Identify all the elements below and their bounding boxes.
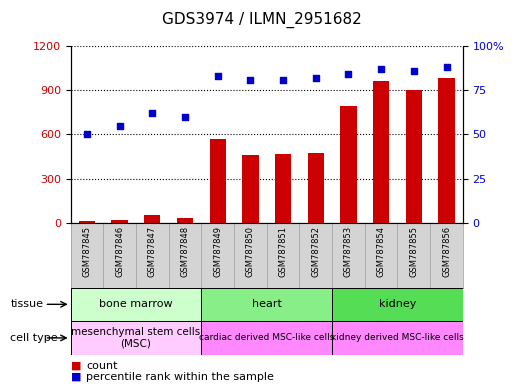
Text: GSM787848: GSM787848 bbox=[180, 226, 189, 277]
Bar bbox=[430, 223, 463, 288]
Bar bbox=[340, 106, 357, 223]
Bar bbox=[332, 223, 365, 288]
Bar bbox=[308, 153, 324, 223]
Text: ■: ■ bbox=[71, 361, 81, 371]
Text: heart: heart bbox=[252, 299, 282, 310]
Text: cardiac derived MSC-like cells: cardiac derived MSC-like cells bbox=[199, 333, 334, 343]
Text: GSM787856: GSM787856 bbox=[442, 226, 451, 277]
Point bbox=[116, 122, 124, 129]
Bar bbox=[373, 81, 389, 223]
Text: kidney derived MSC-like cells: kidney derived MSC-like cells bbox=[331, 333, 464, 343]
Bar bbox=[438, 78, 454, 223]
Point bbox=[181, 114, 189, 120]
Bar bbox=[201, 223, 234, 288]
Text: mesenchymal stem cells
(MSC): mesenchymal stem cells (MSC) bbox=[71, 327, 201, 349]
Point bbox=[442, 64, 451, 70]
Point bbox=[279, 76, 287, 83]
Point bbox=[410, 68, 418, 74]
Text: GSM787849: GSM787849 bbox=[213, 226, 222, 277]
Bar bbox=[201, 288, 332, 321]
Point bbox=[377, 66, 385, 72]
Bar bbox=[111, 220, 128, 223]
Point bbox=[312, 75, 320, 81]
Bar bbox=[365, 223, 397, 288]
Bar bbox=[136, 223, 168, 288]
Point bbox=[344, 71, 353, 78]
Text: ■: ■ bbox=[71, 372, 81, 382]
Bar bbox=[177, 218, 193, 223]
Bar bbox=[144, 215, 161, 223]
Bar bbox=[201, 321, 332, 355]
Bar bbox=[275, 154, 291, 223]
Bar bbox=[168, 223, 201, 288]
Text: bone marrow: bone marrow bbox=[99, 299, 173, 310]
Text: GSM787850: GSM787850 bbox=[246, 226, 255, 277]
Bar bbox=[299, 223, 332, 288]
Text: GSM787845: GSM787845 bbox=[83, 226, 92, 277]
Bar bbox=[104, 223, 136, 288]
Text: count: count bbox=[86, 361, 118, 371]
Text: GDS3974 / ILMN_2951682: GDS3974 / ILMN_2951682 bbox=[162, 12, 361, 28]
Bar bbox=[242, 155, 258, 223]
Text: tissue: tissue bbox=[10, 299, 43, 310]
Point bbox=[83, 131, 91, 137]
Text: GSM787855: GSM787855 bbox=[410, 226, 418, 277]
Bar bbox=[210, 139, 226, 223]
Text: GSM787847: GSM787847 bbox=[148, 226, 157, 277]
Bar bbox=[234, 223, 267, 288]
Bar bbox=[71, 288, 201, 321]
Text: kidney: kidney bbox=[379, 299, 416, 310]
Text: GSM787851: GSM787851 bbox=[279, 226, 288, 277]
Text: GSM787852: GSM787852 bbox=[311, 226, 320, 277]
Bar bbox=[397, 223, 430, 288]
Text: cell type: cell type bbox=[10, 333, 58, 343]
Bar bbox=[406, 90, 422, 223]
Text: GSM787853: GSM787853 bbox=[344, 226, 353, 277]
Point bbox=[213, 73, 222, 79]
Bar bbox=[332, 288, 463, 321]
Bar bbox=[71, 223, 104, 288]
Bar bbox=[71, 321, 201, 355]
Text: percentile rank within the sample: percentile rank within the sample bbox=[86, 372, 274, 382]
Bar bbox=[79, 220, 95, 223]
Bar bbox=[332, 321, 463, 355]
Text: GSM787854: GSM787854 bbox=[377, 226, 385, 277]
Point bbox=[246, 76, 255, 83]
Point bbox=[148, 110, 156, 116]
Bar bbox=[267, 223, 299, 288]
Text: GSM787846: GSM787846 bbox=[115, 226, 124, 277]
